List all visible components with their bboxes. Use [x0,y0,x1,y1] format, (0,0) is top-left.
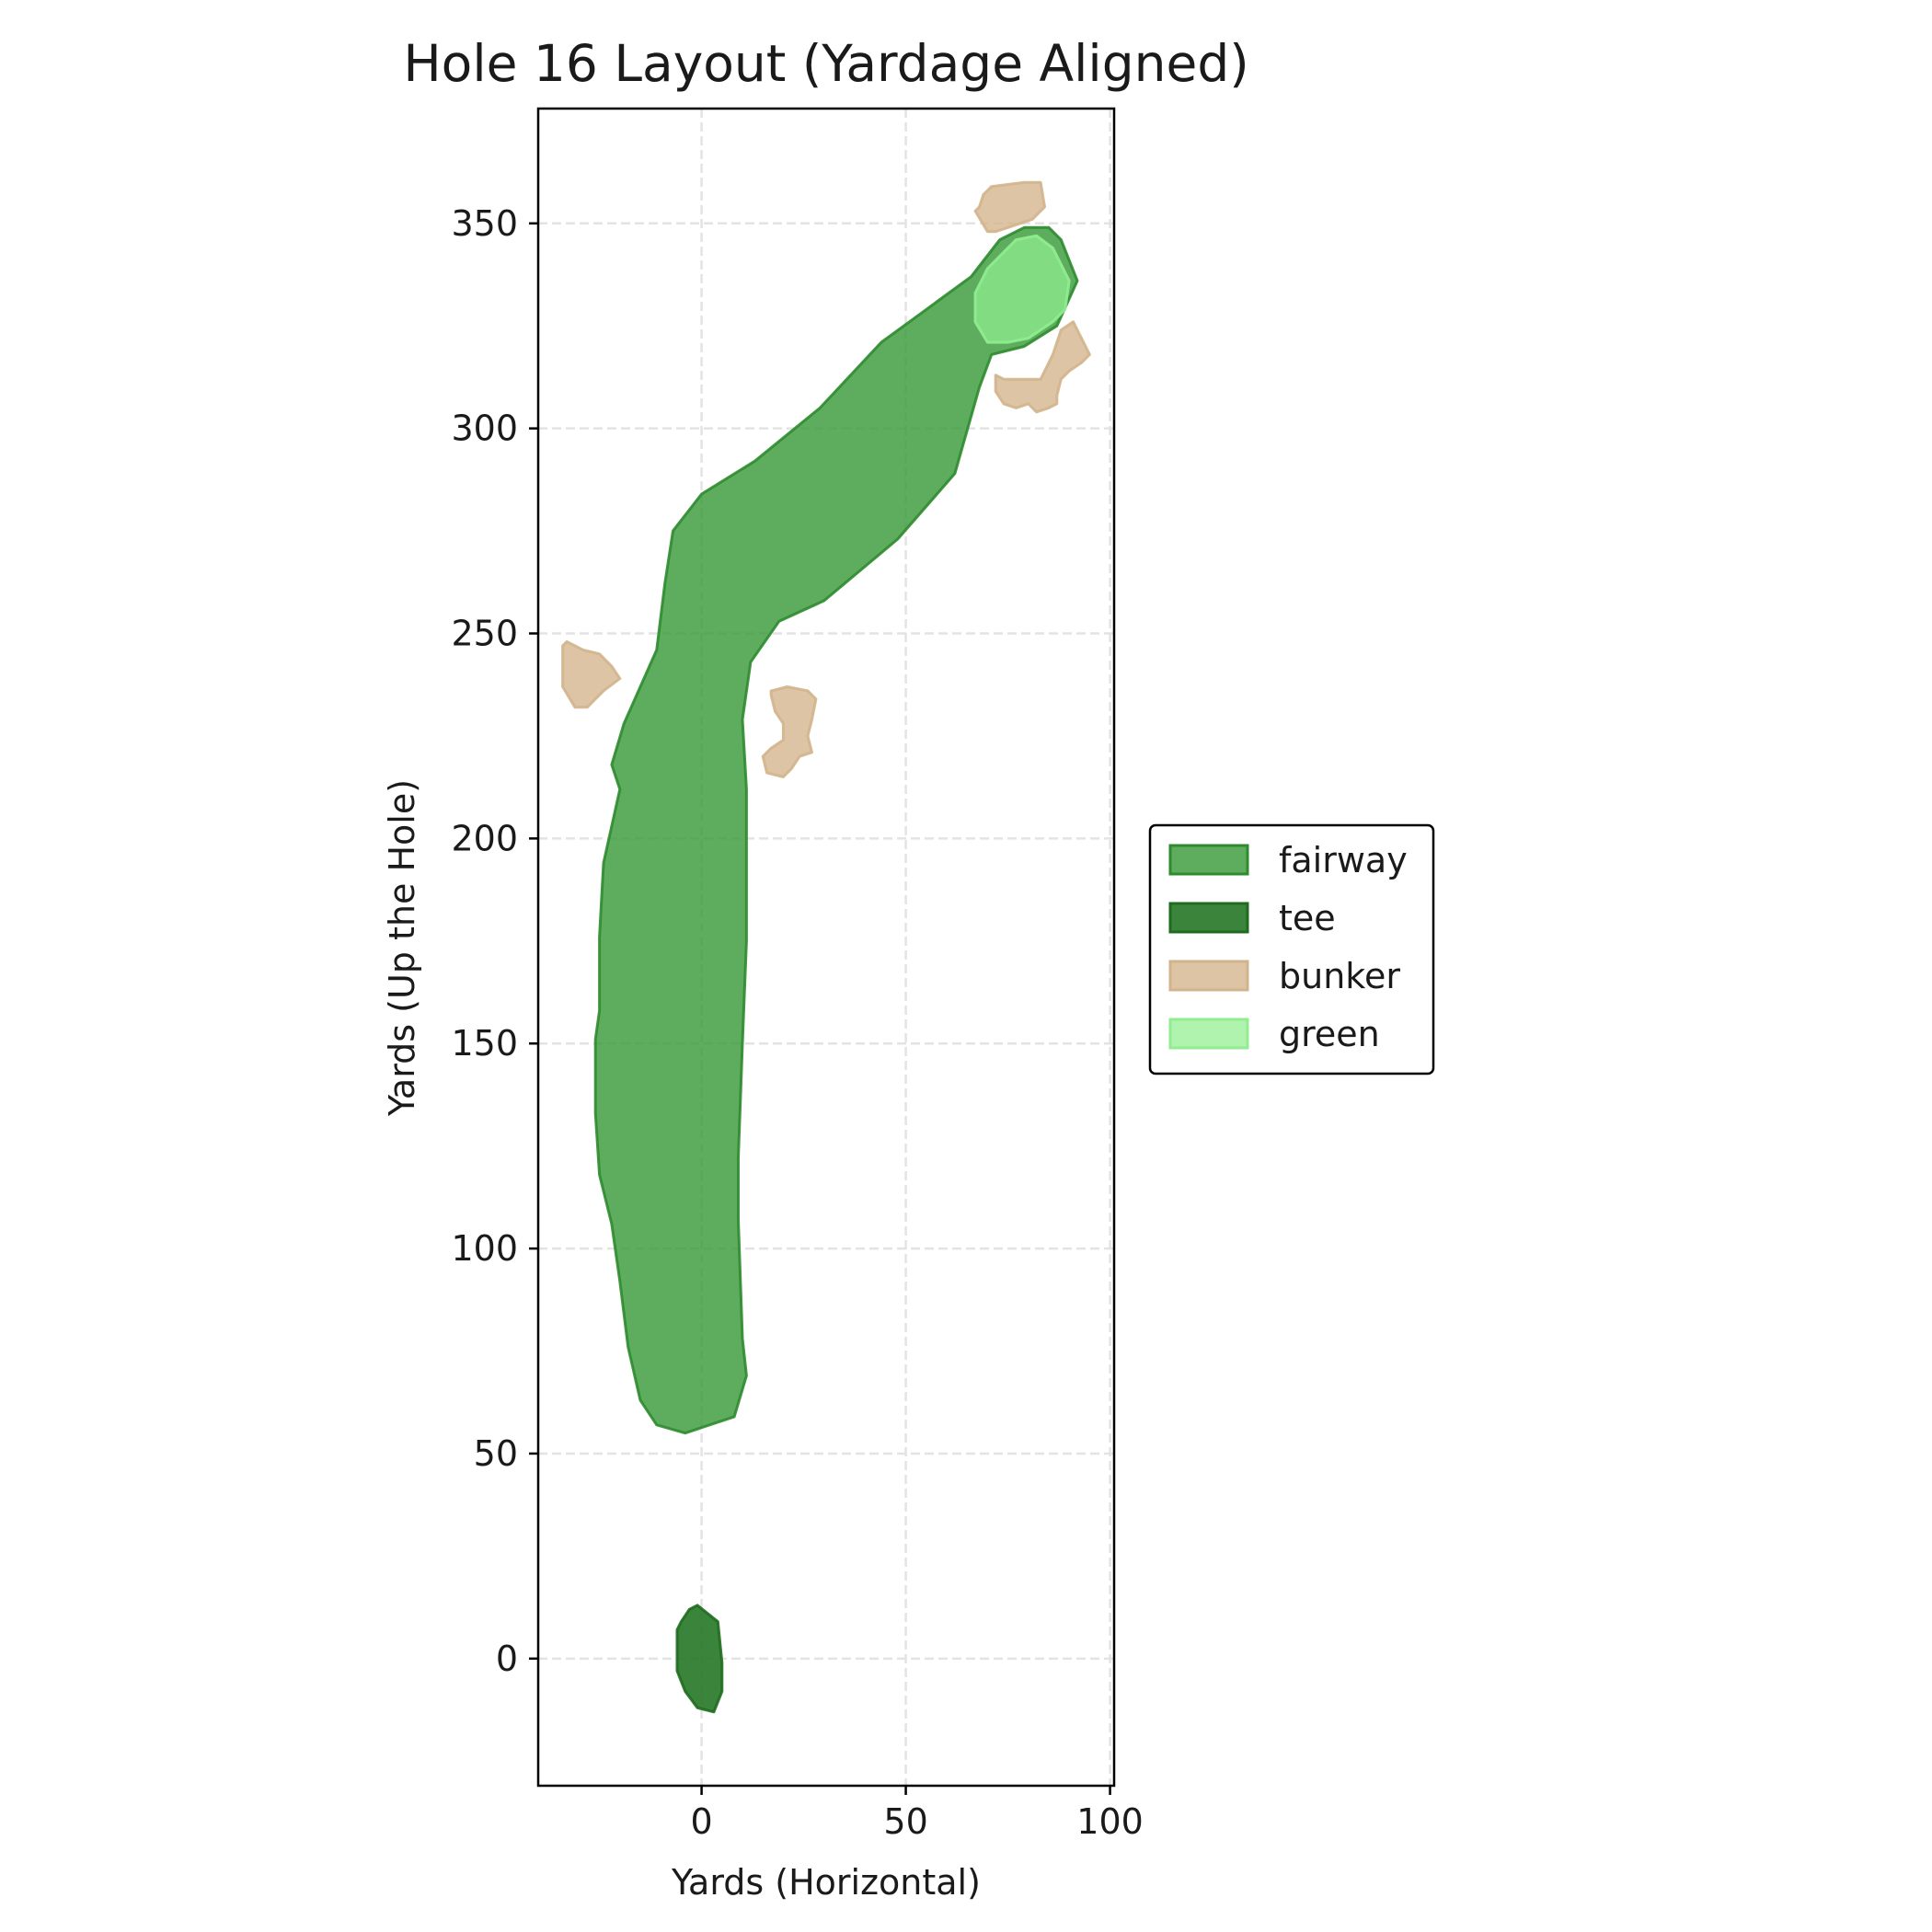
legend-box [1148,823,1435,1075]
legend-swatch-bunker [1168,960,1249,992]
legend: fairway tee bunker green [1148,823,1435,1075]
x-tick-label: 0 [690,1801,712,1842]
bunker-polygon [994,320,1091,414]
y-tick-label: 50 [474,1433,518,1474]
chart-title: Hole 16 Layout (Yardage Aligned) [403,34,1248,93]
plot-frame [536,107,1116,1788]
legend-label-green: green [1279,1014,1380,1054]
y-tick-label: 150 [451,1023,518,1064]
legend-label-fairway: fairway [1279,840,1408,880]
legend-label-tee: tee [1279,898,1336,938]
y-axis-label: Yards (Up the Hole) [382,779,422,1117]
axis-ticks: 0 50 100 0 50 100 150 200 250 300 350 [451,203,1143,1842]
legend-label-bunker: bunker [1279,956,1400,996]
y-tick-label: 350 [451,203,518,244]
x-tick-label: 100 [1076,1801,1144,1842]
y-tick-label: 100 [451,1228,518,1269]
legend-swatch-fairway [1168,844,1249,876]
legend-swatch-green [1168,1018,1249,1050]
legend-swatch-tee [1168,902,1249,934]
green-polygon [973,234,1071,344]
x-tick-label: 50 [883,1801,927,1842]
bunker-polygon [973,180,1046,234]
tee-polygon [675,1604,724,1714]
fairway-polygon [593,225,1079,1435]
x-axis-label: Yards (Horizontal) [671,1862,981,1903]
y-tick-label: 250 [451,614,518,654]
y-tick-label: 0 [496,1639,518,1679]
course-features [561,180,1091,1714]
y-tick-label: 300 [451,408,518,449]
bunker-polygon [761,685,818,778]
y-tick-label: 200 [451,818,518,858]
bunker-polygon [561,639,622,709]
